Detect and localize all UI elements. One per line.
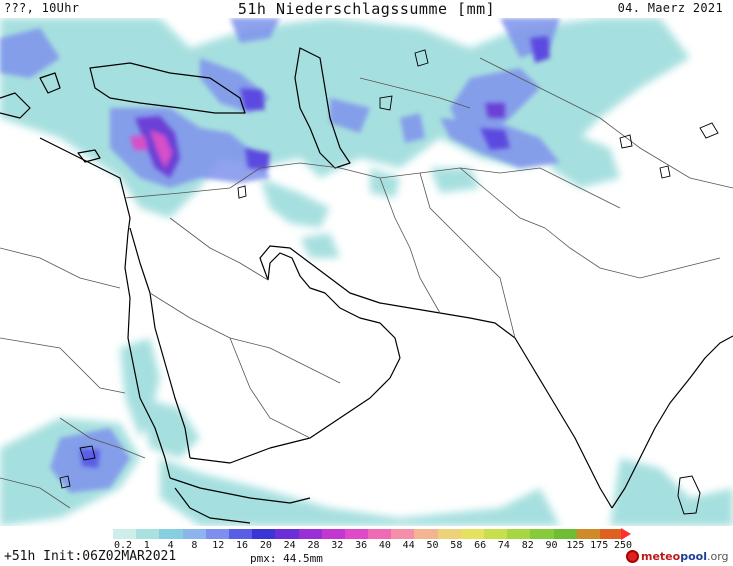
legend-tick-label: 74	[497, 540, 510, 551]
legend-swatch	[437, 529, 461, 539]
legend-swatch	[159, 529, 183, 539]
precip-heavy-areas	[80, 36, 550, 468]
legend-swatch	[228, 529, 253, 539]
brand-org-text: .org	[706, 549, 729, 563]
legend-swatch	[136, 529, 160, 539]
legend-tick-label: 90	[545, 540, 558, 551]
legend-colorbar	[113, 529, 624, 539]
legend-tick-label: 175	[590, 540, 609, 551]
legend-swatch	[507, 529, 531, 539]
legend-swatch	[530, 529, 554, 539]
legend-tick-label: 24	[283, 540, 296, 551]
legend-tick-label: 0.2	[113, 540, 133, 551]
legend-tick-labels: 0.2 1 4 8 12 16 20 24 28 32 36 40 44 50 58 66 74 82 90 125 1…	[113, 540, 633, 552]
legend-tick-label: 20	[259, 540, 272, 551]
forecast-weekday-time: ???, 10Uhr	[4, 1, 80, 15]
legend-tick-label: 58	[450, 540, 463, 551]
brand-pool-text: pool	[680, 549, 707, 563]
model-init-label: +51h Init:06Z02MAR2021	[4, 549, 177, 564]
meteopool-icon	[626, 549, 639, 563]
legend-swatch	[414, 529, 438, 539]
legend-tick-label: 44	[402, 540, 415, 551]
legend-tick-label: 40	[378, 540, 391, 551]
legend-swatch	[599, 529, 624, 539]
forecast-date: 04. Maerz 2021	[617, 1, 723, 15]
brand-meteo-text: meteo	[641, 549, 681, 563]
max-precip-label: pmx: 44.5mm	[250, 552, 323, 565]
legend-tick-label: 125	[566, 540, 585, 551]
legend-tick-label: 66	[474, 540, 487, 551]
legend-tick-label: 1	[143, 540, 150, 551]
meteopool-wordmark: meteopool.org	[641, 550, 729, 563]
legend-tick-label: 28	[307, 540, 320, 551]
legend-swatch	[576, 529, 600, 539]
legend-tick-label: 250	[613, 540, 633, 551]
country-borders	[0, 57, 733, 509]
sri-lanka-outline	[677, 475, 701, 515]
legend-swatch	[460, 529, 484, 539]
legend-swatch	[344, 529, 369, 539]
legend-tick-label: 12	[212, 540, 225, 551]
precipitation-map	[0, 18, 733, 526]
legend-overflow-arrow	[621, 528, 631, 540]
legend-swatch	[275, 529, 299, 539]
legend-tick-label: 50	[426, 540, 439, 551]
legend-swatch	[484, 529, 508, 539]
legend-swatch	[321, 529, 345, 539]
lakes	[59, 49, 719, 489]
legend-tick-label: 16	[236, 540, 249, 551]
legend-swatch	[368, 529, 392, 539]
legend-tick-label: 4	[167, 540, 174, 551]
legend-swatch	[553, 529, 577, 539]
legend-tick-label: 32	[331, 540, 344, 551]
coastlines	[0, 47, 733, 524]
meteopool-logo[interactable]: meteopool.org	[626, 548, 729, 564]
legend-swatch	[182, 529, 206, 539]
legend-swatch	[113, 529, 137, 539]
legend-swatch	[205, 529, 229, 539]
legend-swatch	[298, 529, 322, 539]
legend-swatch	[252, 529, 276, 539]
legend-tick-label: 8	[191, 540, 198, 551]
legend-tick-label: 82	[521, 540, 534, 551]
legend-swatch	[391, 529, 415, 539]
legend-tick-label: 36	[355, 540, 368, 551]
precip-legend	[113, 528, 633, 541]
map-title: 51h Niederschlagssumme [mm]	[237, 0, 496, 18]
